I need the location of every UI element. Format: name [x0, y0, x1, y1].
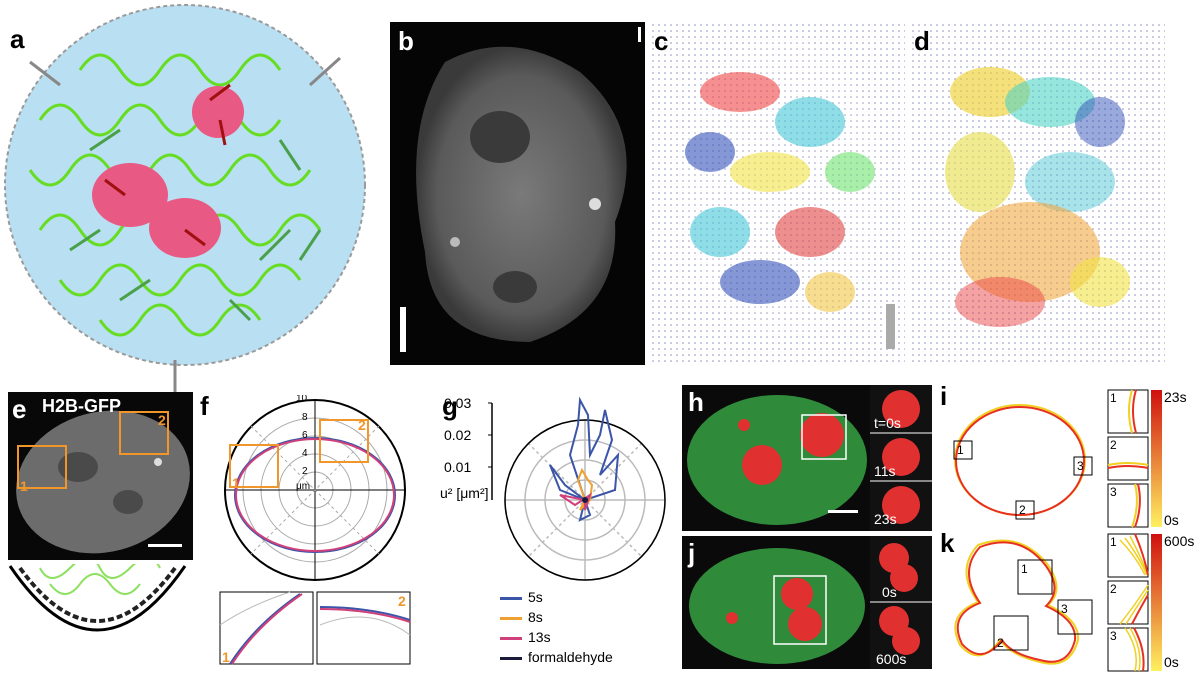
panel-f-polar-plot [219, 399, 411, 665]
f-tick-6: 6 [302, 430, 308, 441]
i-inset-1: 1 [1110, 391, 1117, 405]
i-marker-2: 2 [1019, 503, 1026, 517]
panel-a: a [0, 0, 380, 420]
panel-label-k: k [940, 530, 955, 558]
i-marker-3: 3 [1077, 459, 1084, 473]
panel-label-j: j [688, 538, 696, 568]
g-tick-003: 0.03 [444, 395, 472, 411]
i-inset-2: 2 [1110, 438, 1117, 452]
k-inset-3: 3 [1110, 629, 1117, 643]
box-2-label: 2 [158, 412, 166, 428]
h-time-23: 23s [874, 511, 897, 527]
f-tick-2: 2 [302, 466, 308, 477]
i-marker-1: 1 [957, 443, 964, 457]
f-inset-2-label: 2 [398, 593, 406, 609]
g-y-axis-label: u² [μm²] [440, 485, 489, 501]
panel-label-a: a [10, 24, 25, 54]
f-tick-4: 4 [302, 448, 308, 459]
legend-item-5s: 5s [500, 587, 613, 607]
panel-label-c: c [654, 26, 669, 56]
panel-d: d [910, 22, 1165, 365]
panel-f: f 10 8 6 4 2 μm 1 2 1 2 [200, 395, 430, 670]
i-scale-max: 23s [1164, 389, 1187, 405]
f-box-1-label: 1 [232, 475, 240, 491]
f-box-2-label: 2 [358, 417, 366, 433]
k-scale-max: 600s [1164, 533, 1195, 549]
h-time-0: t=0s [874, 415, 901, 431]
g-tick-001: 0.01 [444, 459, 472, 475]
j-time-0: 0s [882, 584, 897, 600]
panel-c: c [650, 22, 905, 365]
panel-label-d: d [914, 26, 930, 56]
panel-label-e: e [12, 394, 27, 424]
panel-c-vector-field [650, 22, 905, 365]
panel-k: k 1 3 2 1 2 3 600s 0s [940, 530, 1200, 672]
g-tick-002: 0.02 [444, 427, 472, 443]
panel-d-vector-field [910, 22, 1165, 365]
panel-label-h: h [688, 387, 704, 417]
panel-label-b: b [398, 26, 414, 56]
legend-item-formaldehyde: formaldehyde [500, 647, 613, 667]
i-scale-min: 0s [1164, 512, 1179, 528]
k-marker-2: 2 [997, 636, 1004, 650]
f-tick-10: 10 [296, 395, 308, 404]
box-1-label: 1 [20, 478, 28, 494]
panel-g: g 0.03 0.02 0.01 u² [μm²] 5s 8s 13s form… [440, 395, 670, 670]
panel-label-g: g [442, 395, 458, 421]
panel-e-schematic [8, 564, 187, 632]
f-tick-8: 8 [302, 412, 308, 423]
panel-a-schematic [4, 4, 366, 408]
panel-label-i: i [940, 385, 948, 411]
f-inset-1-label: 1 [222, 649, 230, 665]
k-scale-min: 0s [1164, 654, 1179, 670]
panel-h: h t=0s 11s 23s [682, 385, 932, 531]
f-tick-unit: μm [296, 481, 311, 492]
k-marker-3: 3 [1061, 602, 1068, 616]
k-marker-1: 1 [1021, 562, 1028, 576]
legend-item-8s: 8s [500, 607, 613, 627]
j-time-600: 600s [876, 651, 907, 667]
panel-e-image: e H2B-GFP 1 2 [8, 392, 193, 560]
h2b-gfp-label: H2B-GFP [42, 396, 122, 416]
panel-b: b [390, 22, 645, 365]
i-inset-3: 3 [1110, 485, 1117, 499]
panel-i-contours [953, 389, 1162, 528]
panel-j: j 0s 600s [682, 536, 932, 669]
k-inset-1: 1 [1110, 535, 1117, 549]
panel-i: i 1 2 3 1 2 3 23s 0s [940, 385, 1200, 530]
panel-k-contours [954, 533, 1162, 672]
panel-h-image [687, 385, 932, 531]
h-time-11: 11s [874, 463, 896, 479]
legend-item-13s: 13s [500, 627, 613, 647]
panel-j-image [689, 536, 932, 669]
panel-g-polar-plot [488, 396, 666, 581]
k-inset-2: 2 [1110, 582, 1117, 596]
panel-e: e H2B-GFP 1 2 [0, 392, 195, 667]
g-legend: 5s 8s 13s formaldehyde [500, 587, 613, 667]
panel-b-image [400, 27, 641, 352]
panel-label-f: f [200, 395, 209, 421]
